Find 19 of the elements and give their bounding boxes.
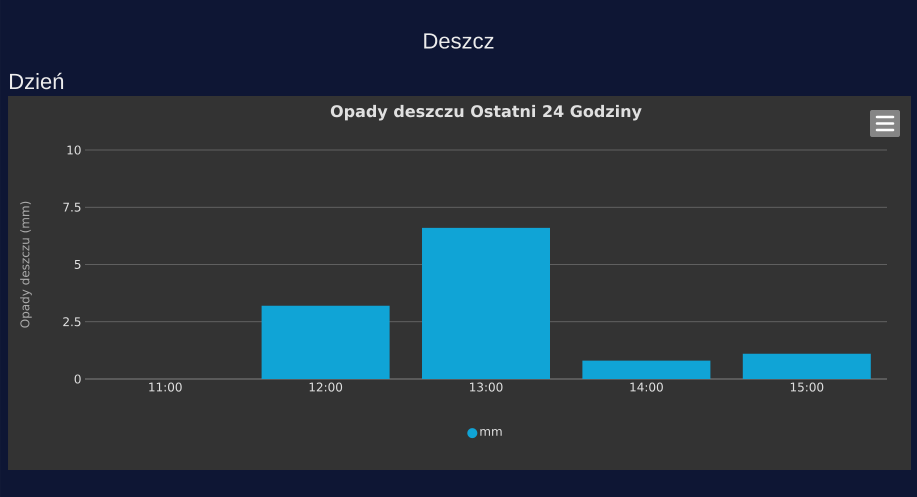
x-tick-label: 14:00 <box>630 382 663 392</box>
bar <box>422 228 550 379</box>
y-tick-label: 0 <box>74 374 81 384</box>
text: Dzień <box>10 72 64 90</box>
bar <box>742 354 871 379</box>
text: Deszcz <box>424 33 494 49</box>
legend-label: mm <box>480 428 502 436</box>
x-tick-label: 11:00 <box>149 382 182 392</box>
y-tick-label: 2.5 <box>63 317 80 326</box>
y-tick-label: 7.5 <box>63 202 80 212</box>
x-tick-label: 12:00 <box>310 382 342 392</box>
x-tick-label: 15:00 <box>790 382 824 392</box>
chart-title: Opady deszczu Ostatni 24 Godziny <box>330 104 642 120</box>
bar <box>262 306 390 379</box>
y-tick-label: 5 <box>74 260 80 269</box>
y-tick-label: 10 <box>68 145 81 155</box>
x-tick-label: 13:00 <box>470 382 502 392</box>
y-axis-title: Opady deszczu (mm) <box>20 202 32 328</box>
bar <box>582 360 710 379</box>
